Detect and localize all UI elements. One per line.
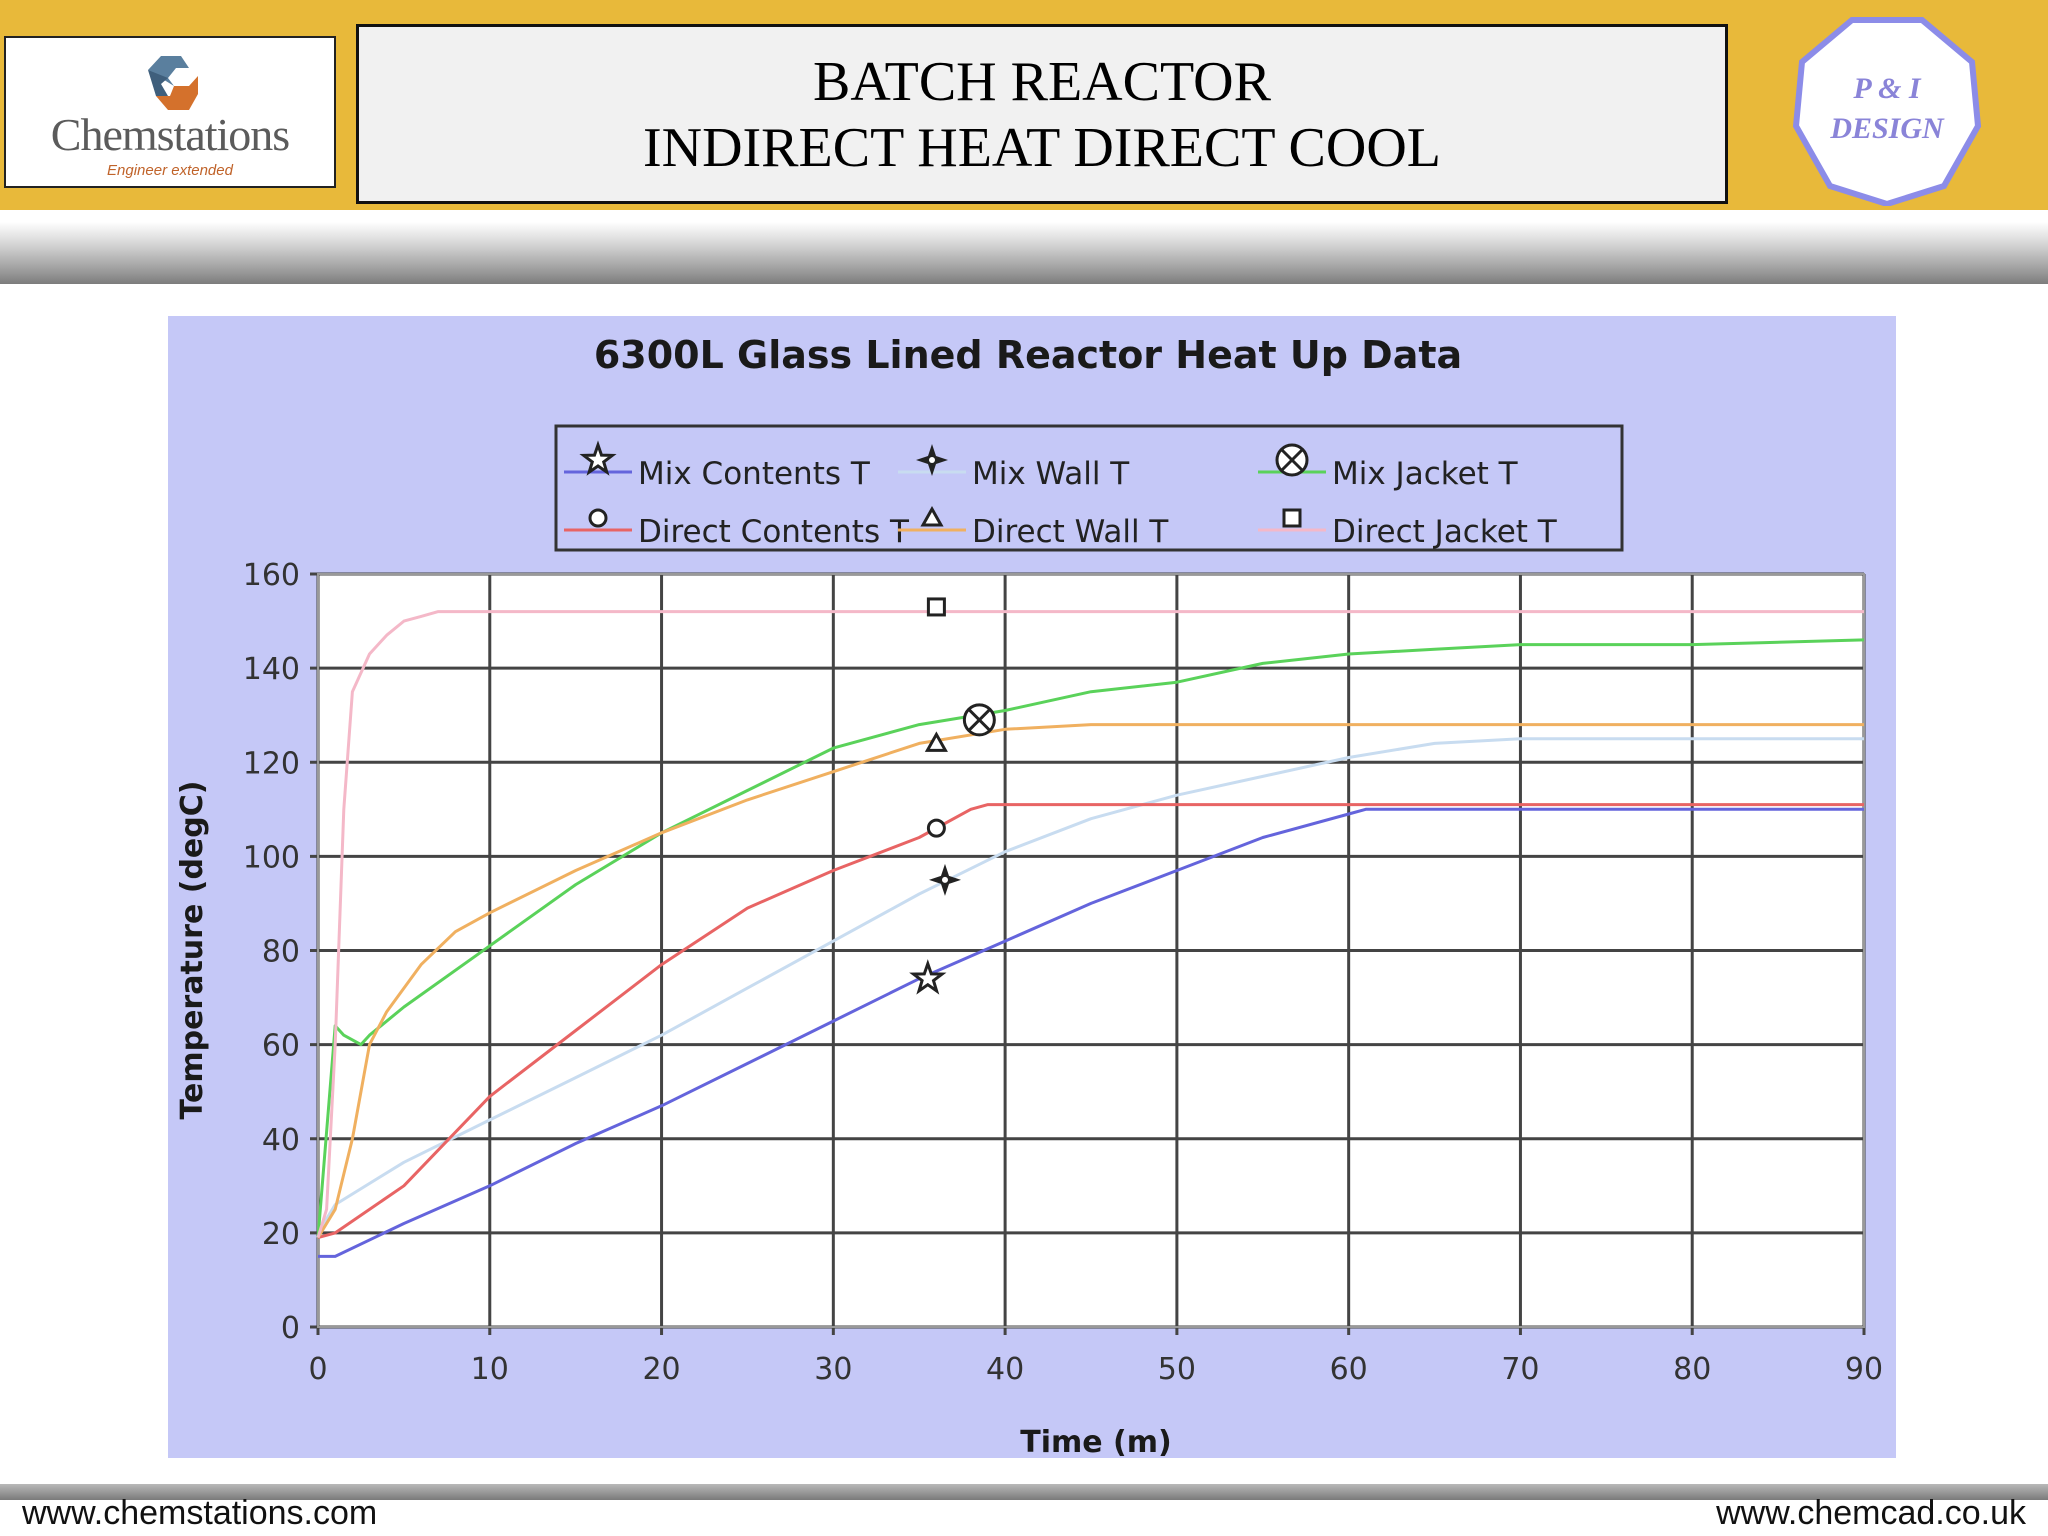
x-tick-label: 0 <box>308 1352 327 1387</box>
y-tick-label: 100 <box>243 840 300 875</box>
chart-title: 6300L Glass Lined Reactor Heat Up Data <box>594 333 1462 377</box>
series-line-direct-wall-t <box>316 723 1864 1239</box>
legend-label: Direct Jacket T <box>1332 514 1558 550</box>
legend-label: Direct Contents T <box>638 514 910 550</box>
badge-line-2: DESIGN <box>1829 112 1945 145</box>
p-and-i-design-badge: P & I DESIGN <box>1792 16 1982 206</box>
x-tick-label: 60 <box>1330 1352 1368 1387</box>
legend-item-direct-jacket-t: Direct Jacket T <box>1258 508 1558 550</box>
title-line-2: INDIRECT HEAT DIRECT COOL <box>643 117 1441 179</box>
y-axis-label: Temperature (degC) <box>175 781 210 1120</box>
y-tick-label: 60 <box>262 1029 300 1064</box>
legend-item-mix-wall-t: Mix Wall T <box>898 444 1130 492</box>
header-divider-band <box>0 222 2048 284</box>
y-tick-label: 140 <box>243 652 300 687</box>
y-tick-label: 80 <box>262 935 300 970</box>
legend-label: Mix Wall T <box>972 456 1130 492</box>
chart-legend: Mix Contents T Mix Wall T Mix Jacket T Dire… <box>554 424 1624 552</box>
legend-item-direct-contents-t: Direct Contents T <box>564 508 910 550</box>
logo-name: Chemstations <box>50 109 290 160</box>
legend-item-mix-jacket-t: Mix Jacket T <box>1258 443 1519 492</box>
footer-link-chemstations[interactable]: www.chemstations.com <box>22 1494 378 1532</box>
series-line-mix-jacket-t <box>316 638 1865 1238</box>
series-markers <box>909 597 996 995</box>
page-title: BATCH REACTOR INDIRECT HEAT DIRECT COOL <box>356 24 1728 204</box>
legend-label: Mix Contents T <box>638 456 871 492</box>
x-tick-label: 70 <box>1501 1352 1539 1387</box>
heat-up-chart: 6300L Glass Lined Reactor Heat Up Data M… <box>175 333 1883 1458</box>
x-tick-label: 50 <box>1158 1352 1196 1387</box>
badge-line-1: P & I <box>1852 72 1922 105</box>
axis-ticks: 0 10 20 30 40 50 60 70 80 90 0 20 40 60 80 100 120 140 160 <box>243 558 1883 1387</box>
y-tick-label: 20 <box>262 1217 300 1252</box>
legend-item-direct-wall-t: Direct Wall T <box>898 505 1169 550</box>
series-marker-mix-contents-t <box>909 959 947 995</box>
hexagon-logo-icon <box>148 56 198 110</box>
x-tick-label: 90 <box>1845 1352 1883 1387</box>
series-line-mix-contents-t <box>318 807 1864 1258</box>
series-marker-direct-contents-t <box>926 818 946 838</box>
y-tick-label: 40 <box>262 1123 300 1158</box>
footer-band <box>0 1484 2048 1500</box>
x-tick-label: 80 <box>1673 1352 1711 1387</box>
y-tick-label: 120 <box>243 746 300 781</box>
logo-tagline: Engineer extended <box>107 162 233 179</box>
legend-label: Direct Wall T <box>972 514 1169 550</box>
grid <box>310 572 1866 1335</box>
y-tick-label: 0 <box>281 1311 300 1346</box>
series-line-direct-contents-t <box>317 803 1864 1240</box>
series-marker-direct-wall-t <box>924 731 948 752</box>
x-tick-label: 30 <box>814 1352 852 1387</box>
x-tick-label: 40 <box>986 1352 1024 1387</box>
x-tick-label: 20 <box>642 1352 680 1387</box>
series-marker-direct-jacket-t <box>926 597 946 617</box>
legend-label: Mix Jacket T <box>1332 456 1519 492</box>
y-tick-label: 160 <box>243 558 300 593</box>
chemstations-logo: Chemstations Engineer extended <box>4 36 336 188</box>
series-lines <box>316 610 1865 1258</box>
x-tick-label: 10 <box>471 1352 509 1387</box>
series-marker-mix-jacket-t <box>962 703 996 737</box>
series-line-mix-wall-t <box>316 737 1864 1234</box>
series-marker-mix-wall-t <box>928 863 961 896</box>
legend-item-mix-contents-t: Mix Contents T <box>564 440 871 492</box>
title-line-1: BATCH REACTOR <box>813 51 1271 113</box>
series-line-direct-jacket-t <box>316 610 1864 1239</box>
x-axis-label: Time (m) <box>1020 1425 1171 1458</box>
plot-frame <box>317 573 1865 1328</box>
footer-link-chemcad[interactable]: www.chemcad.co.uk <box>1716 1494 2026 1532</box>
